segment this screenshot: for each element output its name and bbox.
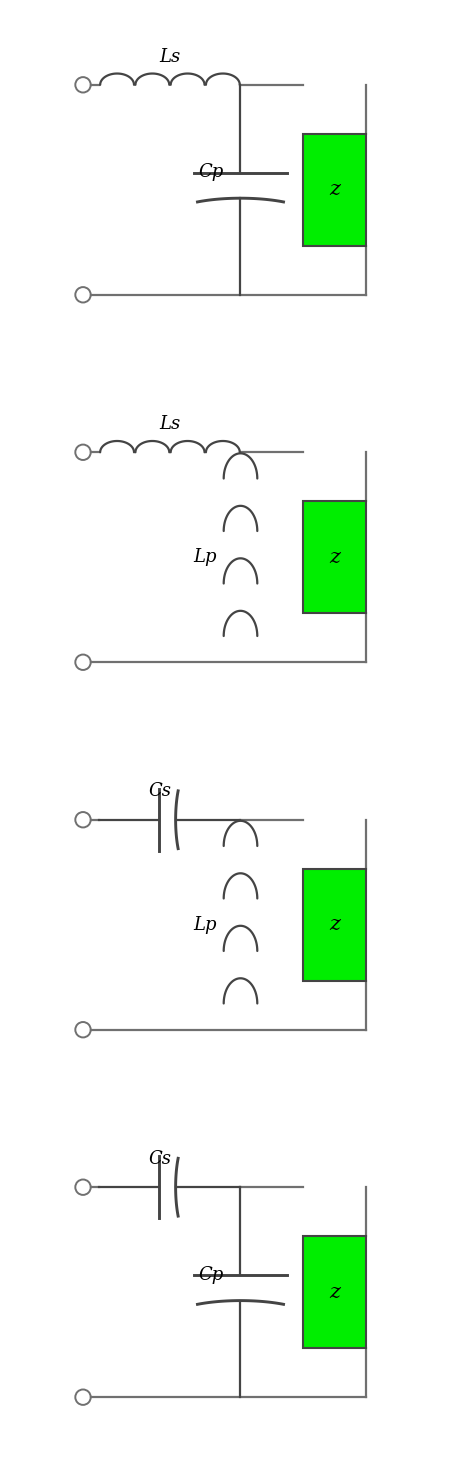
Text: Cp: Cp <box>198 1266 223 1283</box>
Text: Cp: Cp <box>198 163 223 181</box>
Text: Ls: Ls <box>159 47 181 65</box>
Text: Lp: Lp <box>194 916 217 934</box>
Text: Cs: Cs <box>148 1150 171 1168</box>
Text: z: z <box>330 181 340 199</box>
Text: Lp: Lp <box>194 548 217 566</box>
Bar <box>304 501 367 614</box>
Bar <box>304 133 367 246</box>
Text: z: z <box>330 548 340 566</box>
Text: z: z <box>330 1283 340 1301</box>
Text: z: z <box>330 916 340 934</box>
Bar <box>304 1236 367 1349</box>
Text: Ls: Ls <box>159 415 181 433</box>
Bar <box>304 868 367 981</box>
Text: Cs: Cs <box>148 782 171 800</box>
